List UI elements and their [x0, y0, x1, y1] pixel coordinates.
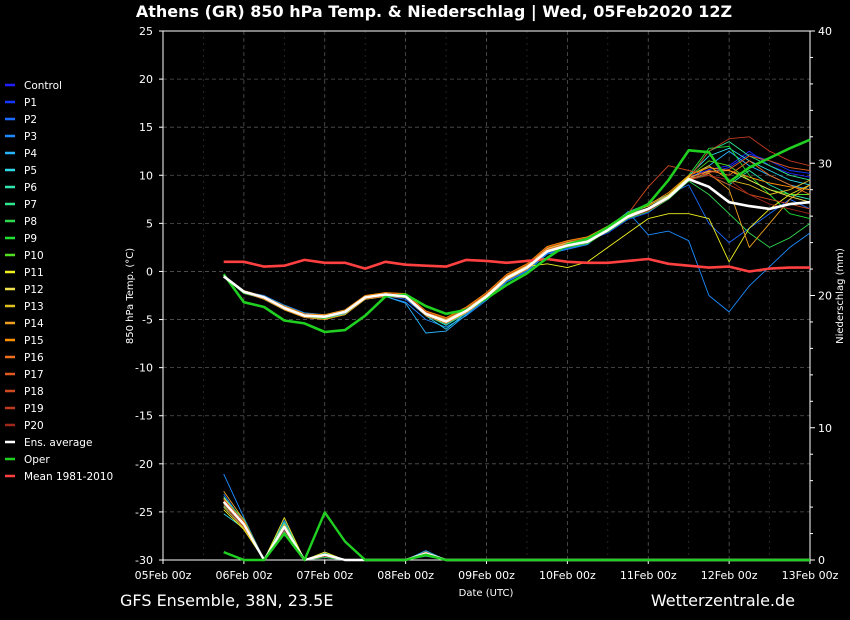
y-axis-left: 25 20 15 10 5 0 -5 -10 -15 -20 -25 -30	[135, 25, 163, 567]
x-tick-label: 09Feb 00z	[458, 569, 515, 582]
x-tick-label: 12Feb 00z	[701, 569, 758, 582]
legend-label: P20	[24, 420, 44, 432]
y-tick-label: -20	[135, 458, 153, 471]
precip-line-oper	[223, 511, 810, 562]
x-tick-label: 11Feb 00z	[620, 569, 677, 582]
legend-label: P17	[24, 369, 44, 381]
legend-label: Ens. average	[24, 437, 92, 449]
temp-series	[222, 136, 811, 334]
y2-axis-label: Niederschlag (mm)	[835, 248, 846, 344]
x-tick-label: 10Feb 00z	[539, 569, 596, 582]
temp-line-mean-1981-2010	[223, 257, 810, 273]
legend-label: P4	[24, 148, 37, 160]
legend-label: P14	[24, 318, 44, 330]
footer-model: GFS Ensemble, 38N, 23.5E	[120, 591, 333, 610]
footer-source: Wetterzentrale.de	[651, 591, 795, 610]
y-axis-right: 40 30 20 10 0	[810, 25, 832, 567]
legend-label: P6	[24, 182, 37, 194]
temp-line-p15	[223, 167, 811, 319]
x-tick-label: 08Feb 00z	[377, 569, 434, 582]
legend: Control P1 P2 P3 P4 P5 P6 P7 P8 P9 P10 P11 P12 P13 P14…	[5, 80, 113, 483]
legend-label: P8	[24, 216, 37, 228]
y-tick-label: -10	[135, 362, 153, 375]
y-tick-label: 10	[139, 169, 153, 182]
legend-label: Oper	[24, 454, 50, 466]
precip-series	[222, 473, 810, 562]
x-tick-label: 07Feb 00z	[296, 569, 353, 582]
y-tick-label: -15	[135, 410, 153, 423]
legend-label: P12	[24, 284, 44, 296]
legend-label: P7	[24, 199, 37, 211]
legend-label: P18	[24, 386, 44, 398]
y-tick-label: 20	[139, 73, 153, 86]
chart-title: Athens (GR) 850 hPa Temp. & Niederschlag…	[136, 2, 732, 22]
y-axis-label: 850 hPa Temp. (°C)	[125, 248, 136, 344]
x-axis-label: Date (UTC)	[459, 588, 514, 599]
legend-label: P5	[24, 165, 37, 177]
temp-line-oper	[222, 138, 811, 334]
legend-label: P9	[24, 233, 37, 245]
y2-tick-label: 40	[818, 25, 832, 38]
legend-label: P15	[24, 335, 44, 347]
legend-label: P2	[24, 114, 37, 126]
legend-label: P13	[24, 301, 44, 313]
y2-tick-label: 30	[818, 157, 832, 170]
legend-label: Mean 1981-2010	[24, 471, 113, 483]
x-tick-label: 06Feb 00z	[216, 569, 273, 582]
y2-tick-label: 20	[818, 290, 832, 303]
y-tick-label: 0	[146, 265, 153, 278]
legend-label: P16	[24, 352, 44, 364]
x-axis: 05Feb 00z 06Feb 00z 07Feb 00z 08Feb 00z 09Fe…	[135, 560, 839, 582]
temp-line-ens-average	[222, 177, 811, 323]
y-tick-label: 15	[139, 121, 153, 134]
y-tick-label: 5	[146, 217, 153, 230]
legend-label: P19	[24, 403, 44, 415]
legend-label: P10	[24, 250, 44, 262]
legend-label: P11	[24, 267, 44, 279]
y-tick-label: 25	[139, 25, 153, 38]
legend-label: P1	[24, 97, 37, 109]
legend-label: Control	[24, 80, 62, 92]
y-tick-label: -30	[135, 554, 153, 567]
y2-tick-label: 10	[818, 422, 832, 435]
y2-tick-label: 0	[818, 554, 825, 567]
x-tick-label: 05Feb 00z	[135, 569, 192, 582]
y-tick-label: -25	[135, 506, 153, 519]
x-tick-label: 13Feb 00z	[782, 569, 839, 582]
y-tick-label: -5	[142, 314, 153, 327]
legend-label: P3	[24, 131, 37, 143]
